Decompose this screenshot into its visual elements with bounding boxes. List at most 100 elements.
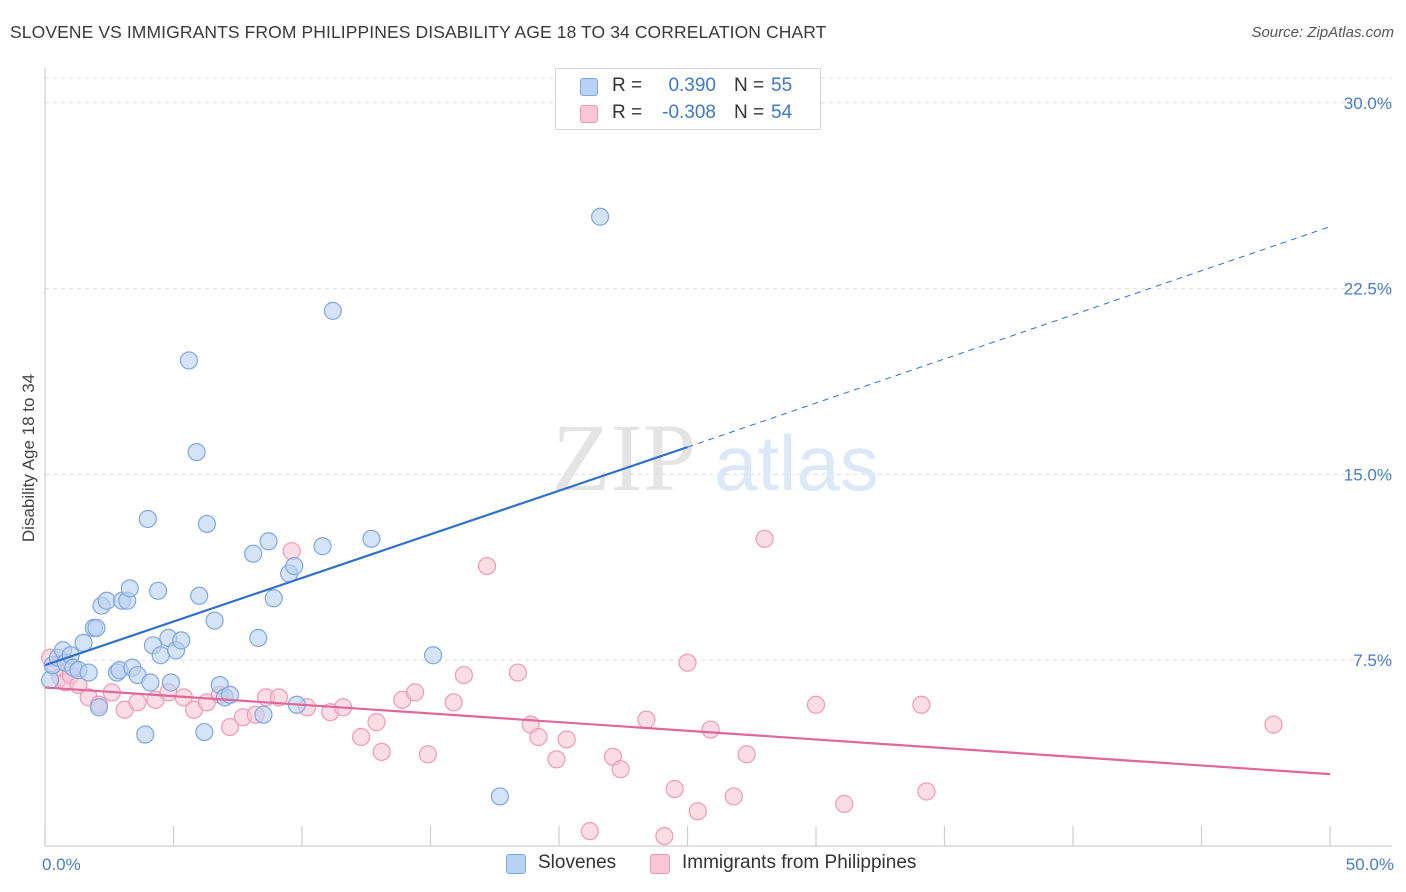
philippines-point: [806, 695, 826, 714]
slovene-point: [195, 722, 214, 742]
slovene-point: [362, 529, 381, 548]
philippines-point: [688, 802, 707, 821]
slovene-point: [259, 532, 278, 551]
legend-r-label: R =: [612, 75, 643, 96]
slovenes-trend-line: [44, 446, 688, 667]
slovene-point: [264, 589, 283, 608]
watermark: ZIP atlas: [552, 404, 879, 511]
watermark-atlas: atlas: [714, 419, 879, 507]
slovene-point: [249, 628, 268, 647]
philippines-point: [372, 742, 391, 761]
legend-n-value: 55: [771, 75, 793, 96]
slovene-point: [151, 646, 170, 665]
philippines-point: [444, 693, 463, 712]
legend-swatch-pink: [650, 854, 670, 874]
slovene-point: [591, 207, 610, 226]
y-tick-label: 15.0%: [1344, 465, 1392, 484]
slovene-point: [285, 556, 304, 576]
philippines-point: [477, 556, 497, 576]
philippines-point: [547, 750, 566, 769]
legend-label-slovenes: Slovenes: [538, 852, 617, 873]
legend-n-label: N =: [734, 102, 765, 123]
philippines-point: [405, 683, 425, 702]
philippines-point: [454, 665, 474, 685]
philippines-point: [912, 695, 931, 714]
legend-r-label: R =: [612, 102, 643, 123]
y-tick-label: 30.0%: [1344, 94, 1392, 113]
philippines-point: [917, 782, 936, 801]
slovene-point: [41, 670, 60, 690]
axes: [44, 68, 1392, 847]
source-label: Source: ZipAtlas.com: [1251, 24, 1394, 41]
slovene-point: [244, 544, 263, 563]
correlation-legend: R = 0.390 N = 55 R = -0.308 N = 54: [555, 68, 821, 130]
slovene-point: [423, 646, 443, 665]
legend-r-value: 0.390: [668, 75, 716, 96]
slovene-point: [148, 581, 168, 600]
philippines-point: [655, 826, 674, 846]
legend-row-slovenes: R = 0.390 N = 55: [556, 74, 820, 100]
slovenes-trend-extension: [687, 226, 1331, 448]
philippines-trend-line: [44, 686, 1331, 776]
philippines-point: [835, 794, 854, 813]
slovene-point: [179, 351, 199, 370]
slovene-point: [138, 509, 157, 529]
philippines-point: [269, 688, 288, 707]
philippines-point: [367, 713, 386, 732]
legend-n-value: 54: [771, 102, 793, 123]
slovene-point: [136, 725, 155, 744]
philippines-point: [637, 710, 656, 729]
slovene-point: [74, 633, 93, 652]
legend-swatch-blue: [506, 854, 526, 874]
grid-lines: [45, 77, 1392, 661]
slovene-point: [120, 579, 139, 598]
legend-r-value: -0.308: [662, 102, 716, 123]
philippines-point: [755, 529, 774, 548]
y-tick-label: 22.5%: [1344, 280, 1392, 299]
philippines-point: [1264, 715, 1283, 734]
tick-labels: 7.5% 15.0% 22.5% 30.0% 0.0% 50.0%: [42, 94, 1394, 874]
legend-swatch-blue: [580, 78, 598, 96]
slovene-point: [87, 618, 106, 638]
slovene-point: [97, 591, 116, 610]
x-tick-label: 50.0%: [1346, 855, 1394, 874]
slovene-point: [190, 586, 209, 605]
y-axis-title: Disability Age 18 to 34: [19, 374, 38, 542]
slovene-point: [205, 611, 224, 630]
philippines-point: [737, 745, 756, 764]
philippines-point: [701, 720, 720, 739]
chart-title: SLOVENE VS IMMIGRANTS FROM PHILIPPINES D…: [10, 22, 827, 42]
philippines-point: [282, 542, 301, 561]
legend-row-philippines: R = -0.308 N = 54: [556, 101, 820, 127]
series-slovenes-points: [41, 207, 610, 806]
series-legend: Slovenes Immigrants from Philippines: [0, 852, 1406, 876]
legend-label-philippines: Immigrants from Philippines: [682, 852, 917, 873]
watermark-zip: ZIP: [552, 404, 696, 511]
philippines-point: [220, 717, 240, 737]
slovene-point: [172, 631, 191, 650]
slovene-point: [161, 673, 181, 692]
trend-lines: [44, 226, 1331, 776]
slovene-point: [141, 673, 160, 692]
philippines-point: [580, 822, 599, 841]
philippines-point: [611, 760, 630, 779]
philippines-point: [128, 693, 147, 712]
legend-n-label: N =: [734, 75, 765, 96]
philippines-point: [665, 779, 684, 799]
philippines-point: [529, 727, 548, 747]
x-tick-label: 0.0%: [42, 855, 81, 874]
legend-swatch-pink: [580, 105, 598, 123]
y-tick-label: 7.5%: [1353, 651, 1392, 670]
philippines-point: [557, 730, 576, 749]
slovene-point: [187, 442, 206, 462]
slovene-point: [490, 787, 509, 806]
philippines-point: [724, 787, 743, 806]
philippines-point: [352, 727, 371, 747]
philippines-point: [678, 653, 697, 672]
slovene-point: [197, 514, 217, 534]
slovene-point: [254, 705, 273, 724]
slovene-point: [313, 537, 332, 556]
slovene-point: [89, 698, 109, 717]
slovene-point: [79, 663, 98, 682]
